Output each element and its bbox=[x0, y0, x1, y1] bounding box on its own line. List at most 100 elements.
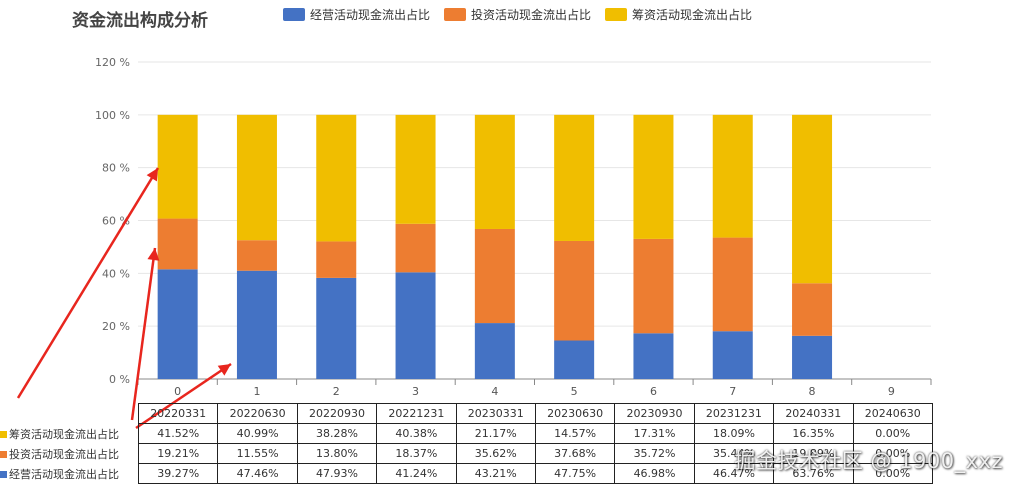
bar-1-5 bbox=[554, 240, 595, 341]
table-period-5: 20230630 bbox=[534, 403, 616, 424]
bar-0-2 bbox=[316, 277, 357, 379]
bar-1-6 bbox=[633, 238, 674, 334]
legend-item-investing[interactable]: 投资活动现金流出占比 bbox=[444, 6, 591, 23]
table-row-swatch bbox=[0, 450, 7, 458]
table-period-6: 20230930 bbox=[614, 403, 695, 424]
table-cell: 19.89% bbox=[773, 443, 854, 464]
x-tick-label-0: 0 bbox=[174, 385, 181, 398]
table-period-3: 20221231 bbox=[376, 403, 457, 424]
table-row-labels: 筹资活动现金流出占比投资活动现金流出占比 经营活动现金流出占比 bbox=[0, 424, 119, 484]
legend-swatch-investing bbox=[444, 8, 467, 21]
table-row: 19.21% 11.55% 13.80% 18.37% 35.62% 37.68% 35.7… bbox=[137, 443, 934, 464]
annotation-arrowhead-0 bbox=[146, 168, 158, 182]
bar-1-0 bbox=[157, 218, 198, 270]
table-cell: 0.00% bbox=[852, 443, 934, 464]
x-tick-label-2: 2 bbox=[333, 385, 340, 398]
bar-2-0 bbox=[157, 114, 198, 219]
table-cell: 0.00% bbox=[852, 463, 934, 484]
x-tick-label-4: 4 bbox=[491, 385, 498, 398]
bar-1-7 bbox=[712, 237, 753, 332]
table-period-4: 20230331 bbox=[455, 403, 536, 424]
bar-2-5 bbox=[554, 114, 595, 241]
y-tick-label-120: 120 % bbox=[95, 56, 130, 69]
table-row-label-2: 经营活动现金流出占比 bbox=[0, 464, 119, 484]
table-period-0: 20220331 bbox=[137, 403, 219, 424]
legend-item-financing[interactable]: 筹资活动现金流出占比 bbox=[605, 6, 752, 23]
table-period-7: 20231231 bbox=[693, 403, 775, 424]
table-row-swatch bbox=[0, 470, 7, 478]
table-cell: 18.09% bbox=[693, 423, 775, 444]
bar-1-8 bbox=[792, 283, 833, 336]
table-cell: 63.76% bbox=[773, 463, 854, 484]
data-table: 20220331 20220630 20220930 20221231 20230331… bbox=[137, 403, 934, 484]
bar-2-2 bbox=[316, 114, 357, 242]
legend-item-operating[interactable]: 经营活动现金流出占比 bbox=[283, 6, 430, 23]
x-tick-label-9: 9 bbox=[888, 385, 895, 398]
annotation-arrowhead-1 bbox=[147, 248, 160, 261]
table-cell: 40.99% bbox=[217, 423, 298, 444]
watermark: 掘金技术社区 @ 1900_xxz bbox=[734, 449, 1003, 473]
bar-2-7 bbox=[712, 114, 753, 238]
bar-0-3 bbox=[395, 272, 436, 379]
table-cell: 35.62% bbox=[455, 443, 536, 464]
table-cell: 43.21% bbox=[455, 463, 536, 484]
table-cell: 40.38% bbox=[376, 423, 457, 444]
table-cell: 14.57% bbox=[534, 423, 616, 444]
table-row-label-text: 筹资活动现金流出占比 bbox=[9, 428, 119, 441]
table-cell: 47.46% bbox=[217, 463, 298, 484]
table-row: 39.27% 47.46% 47.93% 41.24% 43.21% 47.75% 46.9… bbox=[137, 463, 934, 484]
bar-1-4 bbox=[474, 228, 515, 324]
table-cell: 19.21% bbox=[137, 443, 219, 464]
legend-label-operating: 经营活动现金流出占比 bbox=[310, 8, 431, 22]
table-row-label-1: 投资活动现金流出占比 bbox=[0, 444, 119, 464]
table-cell: 21.17% bbox=[455, 423, 536, 444]
bar-0-0 bbox=[157, 269, 198, 379]
y-tick-label-80: 80 % bbox=[102, 162, 130, 175]
x-tick-label-6: 6 bbox=[650, 385, 657, 398]
table-cell: 46.98% bbox=[614, 463, 695, 484]
x-tick-label-8: 8 bbox=[809, 385, 816, 398]
bar-1-3 bbox=[395, 223, 436, 273]
table-cell: 13.80% bbox=[296, 443, 378, 464]
table-header-row: 20220331 20220630 20220930 20221231 20230331… bbox=[137, 403, 934, 424]
legend-label-financing: 筹资活动现金流出占比 bbox=[632, 8, 753, 22]
bar-2-1 bbox=[236, 114, 277, 241]
bar-0-1 bbox=[236, 270, 277, 379]
table-period-2: 20220930 bbox=[296, 403, 378, 424]
x-tick-label-7: 7 bbox=[729, 385, 736, 398]
table-cell: 35.44% bbox=[693, 443, 775, 464]
legend-label-investing: 投资活动现金流出占比 bbox=[471, 8, 592, 22]
table-cell: 41.52% bbox=[137, 423, 219, 444]
bar-2-6 bbox=[633, 114, 674, 239]
bar-0-8 bbox=[792, 335, 833, 379]
table-cell: 47.93% bbox=[296, 463, 378, 484]
table-period-8: 20240331 bbox=[773, 403, 854, 424]
table-row-label-0: 筹资活动现金流出占比 bbox=[0, 424, 119, 444]
x-tick-label-3: 3 bbox=[412, 385, 419, 398]
table-cell: 17.31% bbox=[614, 423, 695, 444]
y-tick-label-20: 20 % bbox=[102, 320, 130, 333]
legend-swatch-operating bbox=[283, 8, 305, 21]
bar-0-6 bbox=[633, 333, 674, 379]
annotation-arrow-0 bbox=[16, 167, 160, 399]
table-cell: 47.75% bbox=[534, 463, 616, 484]
y-tick-label-0: 0 % bbox=[109, 373, 130, 386]
bar-0-4 bbox=[474, 323, 515, 379]
x-tick-label-5: 5 bbox=[571, 385, 578, 398]
table-cell: 38.28% bbox=[296, 423, 378, 444]
bar-0-5 bbox=[554, 340, 595, 379]
bar-2-8 bbox=[792, 114, 833, 284]
table-row: 41.52% 40.99% 38.28% 40.38% 21.17% 14.57% 17.3… bbox=[137, 423, 934, 444]
table-period-9: 20240630 bbox=[852, 403, 934, 424]
legend-swatch-financing bbox=[605, 8, 628, 21]
chart-legend: 经营活动现金流出占比 投资活动现金流出占比 筹资活动现金流出占比 bbox=[283, 6, 752, 23]
table-cell: 41.24% bbox=[376, 463, 457, 484]
table-cell: 18.37% bbox=[376, 443, 457, 464]
annotation-arrow-1 bbox=[130, 247, 157, 421]
chart-title: 资金流出构成分析 bbox=[72, 11, 208, 31]
table-period-1: 20220630 bbox=[217, 403, 298, 424]
table-cell: 39.27% bbox=[137, 463, 219, 484]
y-tick-label-40: 40 % bbox=[102, 267, 130, 280]
table-cell: 16.35% bbox=[773, 423, 854, 444]
bar-2-3 bbox=[395, 114, 436, 224]
